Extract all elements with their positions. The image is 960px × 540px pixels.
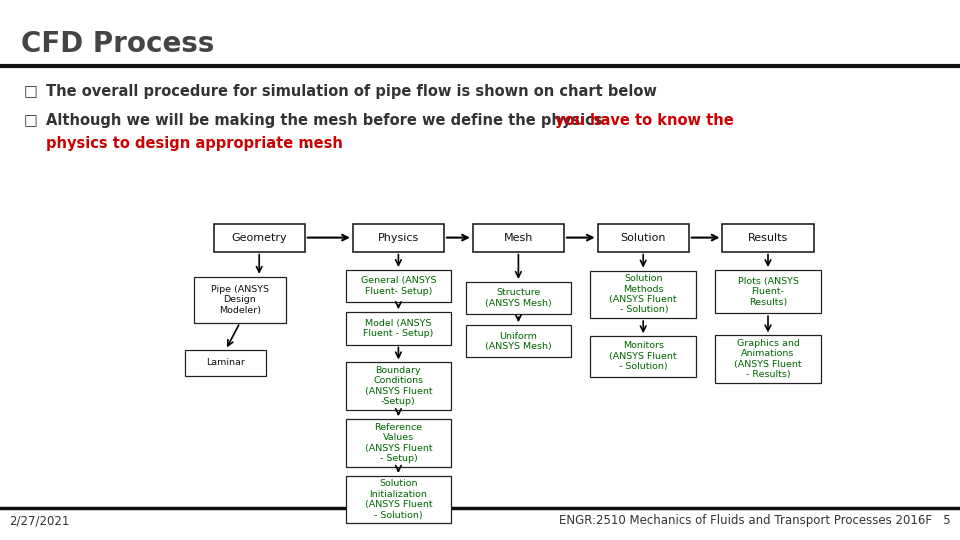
Text: Plots (ANSYS
Fluent-
Results): Plots (ANSYS Fluent- Results) (737, 276, 799, 307)
Text: General (ANSYS
Fluent- Setup): General (ANSYS Fluent- Setup) (361, 276, 436, 296)
Bar (715, 270, 821, 313)
Text: The overall procedure for simulation of pipe flow is shown on chart below: The overall procedure for simulation of … (46, 84, 657, 99)
Text: Results: Results (748, 233, 788, 242)
Text: 2/27/2021: 2/27/2021 (10, 514, 70, 527)
Text: Solution: Solution (620, 233, 666, 242)
Text: Mesh: Mesh (504, 233, 533, 242)
Text: Physics: Physics (378, 233, 419, 242)
Bar (590, 271, 696, 318)
Text: Geometry: Geometry (231, 233, 287, 242)
Text: .: . (303, 136, 309, 151)
Text: Pipe (ANSYS
Design
Modeler): Pipe (ANSYS Design Modeler) (211, 285, 269, 315)
Bar (715, 335, 821, 383)
Text: Laminar: Laminar (206, 359, 245, 367)
Text: Monitors
(ANSYS Fluent
- Solution): Monitors (ANSYS Fluent - Solution) (610, 341, 677, 372)
Text: Graphics and
Animations
(ANSYS Fluent
- Results): Graphics and Animations (ANSYS Fluent - … (734, 339, 802, 379)
Bar (214, 224, 305, 252)
Bar (346, 312, 451, 345)
Bar (346, 270, 451, 302)
Bar (346, 419, 451, 467)
Text: Reference
Values
(ANSYS Fluent
- Setup): Reference Values (ANSYS Fluent - Setup) (365, 423, 432, 463)
Bar (346, 476, 451, 523)
Bar (473, 224, 564, 252)
Text: Uniform
(ANSYS Mesh): Uniform (ANSYS Mesh) (485, 332, 552, 351)
Text: □: □ (24, 113, 37, 129)
Text: Boundary
Conditions
(ANSYS Fluent
-Setup): Boundary Conditions (ANSYS Fluent -Setup… (365, 366, 432, 406)
Bar (184, 350, 266, 376)
Text: you have to know the: you have to know the (555, 113, 733, 129)
Text: □: □ (24, 84, 37, 99)
Text: CFD Process: CFD Process (21, 30, 214, 58)
Text: physics to design appropriate mesh: physics to design appropriate mesh (46, 136, 343, 151)
Text: ENGR:2510 Mechanics of Fluids and Transport Processes 2016F   5: ENGR:2510 Mechanics of Fluids and Transp… (559, 514, 950, 527)
Bar (194, 276, 286, 322)
Text: Solution
Methods
(ANSYS Fluent
 - Solution): Solution Methods (ANSYS Fluent - Solutio… (610, 274, 677, 314)
Text: Model (ANSYS
Fluent - Setup): Model (ANSYS Fluent - Setup) (363, 319, 434, 338)
Text: Structure
(ANSYS Mesh): Structure (ANSYS Mesh) (485, 288, 552, 308)
Text: Solution
Initialization
(ANSYS Fluent
- Solution): Solution Initialization (ANSYS Fluent - … (365, 480, 432, 519)
Bar (346, 362, 451, 410)
Bar (466, 282, 571, 314)
Bar (723, 224, 814, 252)
Text: Although we will be making the mesh before we define the physics: Although we will be making the mesh befo… (46, 113, 608, 129)
Bar (597, 224, 688, 252)
Bar (353, 224, 444, 252)
Bar (466, 325, 571, 357)
Bar (590, 336, 696, 377)
